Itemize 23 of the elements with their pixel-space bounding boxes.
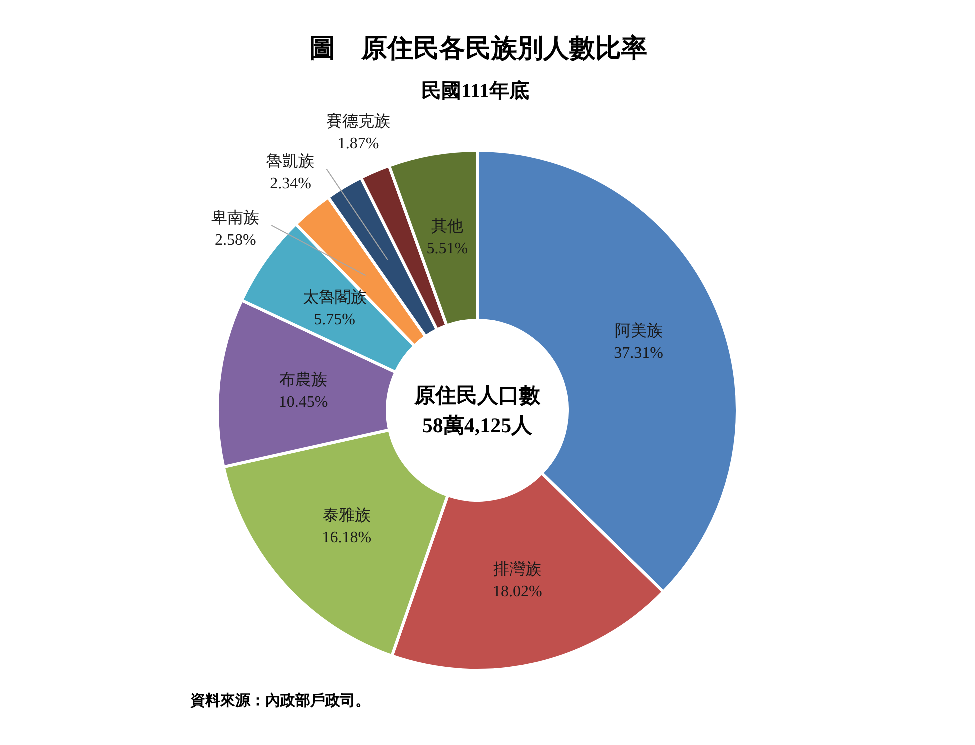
slice-label: 阿美族 <box>614 322 663 340</box>
data-label: 18.02% <box>492 583 542 600</box>
data-label: 5.75% <box>314 312 356 329</box>
data-label: 5.51% <box>426 240 468 258</box>
slice-label: 卑南族 <box>212 209 260 228</box>
text: 58萬4,125人 <box>422 414 534 438</box>
slice-label: 其他 <box>431 218 464 236</box>
slice-label: 排灣族 <box>494 560 542 578</box>
data-label: 1.87% <box>338 135 380 152</box>
chart-subtitle: 民國111年底 <box>422 80 530 102</box>
data-label: 2.34% <box>270 176 312 193</box>
data-label: 10.45% <box>278 394 328 412</box>
chart-title: 圖 原住民各民族別人數比率 <box>310 34 648 63</box>
slice-label: 賽德克族 <box>326 112 391 130</box>
slice-label: 魯凱族 <box>266 152 315 171</box>
slice-label: 太魯閣族 <box>302 288 367 307</box>
text: 原住民人口數 <box>414 384 542 408</box>
slice-label: 布農族 <box>280 371 328 390</box>
source-note: 資料來源：內政部戶政司。 <box>190 692 370 710</box>
data-label: 37.31% <box>614 345 664 362</box>
data-label: 16.18% <box>322 529 372 546</box>
slice-label: 泰雅族 <box>322 506 371 524</box>
data-label: 2.58% <box>215 232 256 250</box>
